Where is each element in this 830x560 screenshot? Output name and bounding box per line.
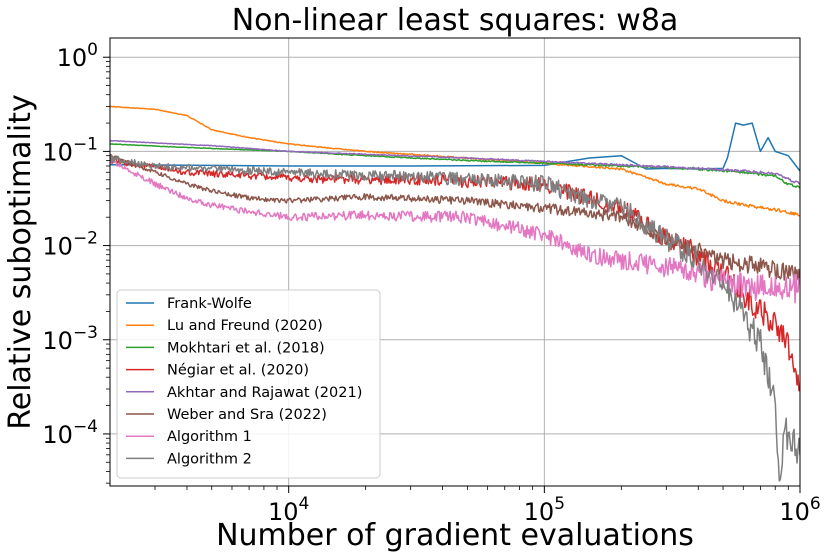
legend-entry: Algorithm 2 xyxy=(167,451,252,467)
x-tick-label: 105 xyxy=(524,494,565,526)
chart-title: Non-linear least squares: w8a xyxy=(232,3,679,38)
y-tick-label: 100 xyxy=(57,40,98,72)
legend-entry: Négiar et al. (2020) xyxy=(167,363,309,379)
y-tick-label: 10−3 xyxy=(42,323,98,355)
series-group xyxy=(110,105,800,482)
legend-entry: Frank-Wolfe xyxy=(167,296,252,312)
x-tick-label: 104 xyxy=(268,494,309,526)
legend-entry: Lu and Freund (2020) xyxy=(167,318,323,334)
x-tick-label: 106 xyxy=(779,494,820,526)
legend-entry: Mokhtari et al. (2018) xyxy=(167,340,325,356)
plot-area xyxy=(110,105,800,482)
series-line-8 xyxy=(110,154,800,482)
legend-entry: Weber and Sra (2022) xyxy=(167,407,327,423)
ticks: 104 105 106 100 10−1 10−2 10−3 10−4 xyxy=(42,40,820,526)
x-axis-label: Number of gradient evaluations xyxy=(216,518,694,553)
series-line-7 xyxy=(110,159,800,304)
legend-entry: Akhtar and Rajawat (2021) xyxy=(167,385,362,401)
y-tick-label: 10−2 xyxy=(42,229,98,261)
y-tick-label: 10−1 xyxy=(42,134,98,166)
legend-box xyxy=(116,289,381,479)
y-tick-label: 10−4 xyxy=(42,417,98,449)
y-axis-label: Relative suboptimality xyxy=(3,94,38,430)
plot-frame xyxy=(109,37,801,487)
legend: Frank-Wolfe Lu and Freund (2020) Mokhtari … xyxy=(116,289,381,479)
legend-entry: Algorithm 1 xyxy=(167,429,252,445)
series-line-5 xyxy=(110,139,800,185)
series-line-6 xyxy=(110,153,800,283)
